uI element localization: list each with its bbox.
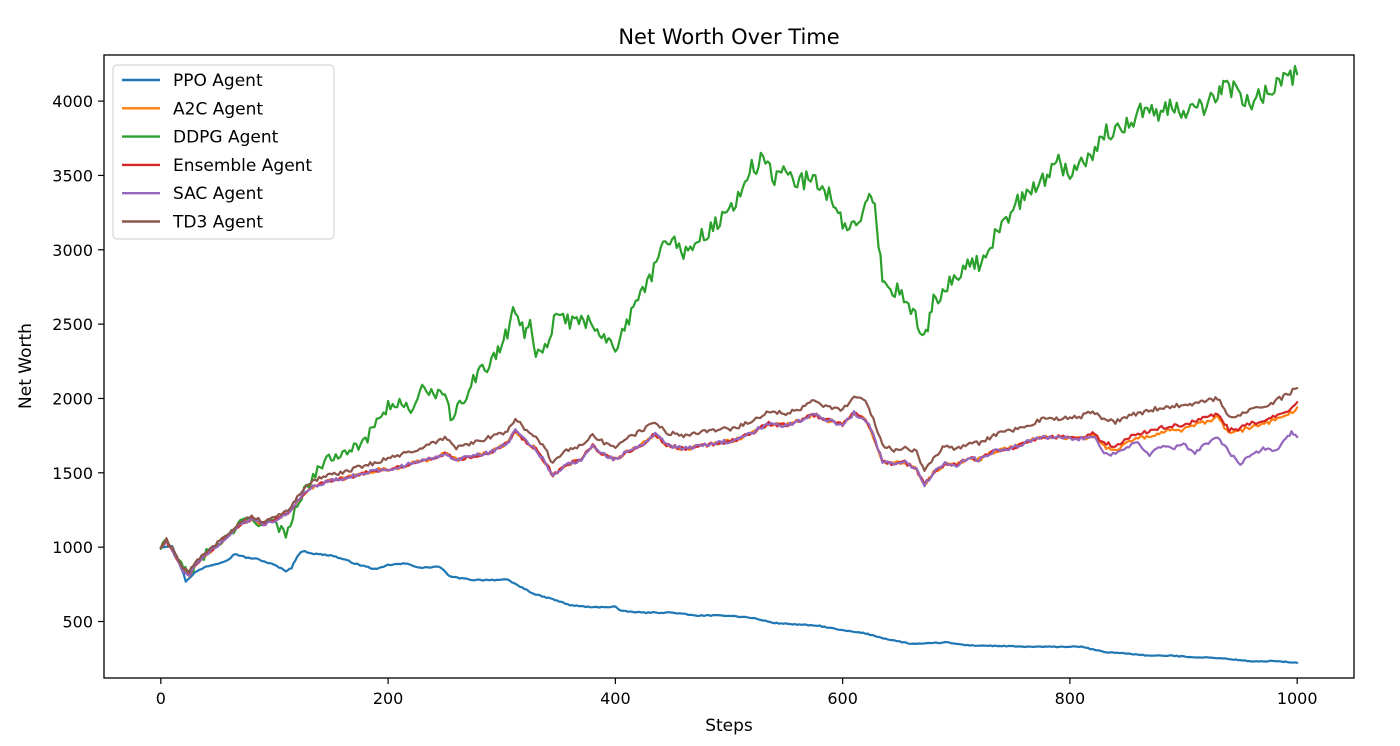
legend-box <box>112 64 335 240</box>
x-tick-label: 1000 <box>1277 689 1318 708</box>
legend-label-a2c-agent: A2C Agent <box>173 99 263 119</box>
y-tick-label: 4000 <box>52 92 93 111</box>
series-line-ppo-agent <box>159 545 1299 664</box>
y-axis: 500 1000 1500 2000 2500 3000 3500 4000 <box>52 92 104 631</box>
legend: PPO Agent A2C Agent DDPG Agent Ensemble Age… <box>112 64 335 240</box>
y-tick-label: 1500 <box>52 464 93 483</box>
plot-frame <box>103 54 1355 679</box>
y-tick-label: 500 <box>62 612 93 631</box>
x-tick-label: 400 <box>600 689 631 708</box>
legend-label-ensemble-agent: Ensemble Agent <box>173 156 312 176</box>
series-line-td3-agent <box>159 387 1299 574</box>
x-axis-label: Steps <box>705 716 753 736</box>
y-tick-label: 1000 <box>52 538 93 557</box>
x-tick-label: 200 <box>373 689 404 708</box>
chart-title: Net Worth Over Time <box>618 25 839 49</box>
x-tick-label: 800 <box>1055 689 1086 708</box>
series-line-ddpg-agent <box>159 64 1299 576</box>
series-line-sac-agent <box>159 410 1299 577</box>
legend-label-sac-agent: SAC Agent <box>173 184 263 204</box>
series-layer <box>159 64 1299 664</box>
x-tick-label: 0 <box>156 689 166 708</box>
legend-label-td3-agent: TD3 Agent <box>172 213 263 233</box>
legend-label-ddpg-agent: DDPG Agent <box>173 128 279 148</box>
series-line-a2c-agent <box>159 406 1299 578</box>
y-tick-label: 2500 <box>52 315 93 334</box>
y-tick-label: 2000 <box>52 389 93 408</box>
x-tick-label: 600 <box>827 689 858 708</box>
y-tick-label: 3000 <box>52 241 93 260</box>
x-axis: 0 200 400 600 800 1000 <box>156 678 1318 708</box>
y-tick-label: 3500 <box>52 166 93 185</box>
legend-label-ppo-agent: PPO Agent <box>173 71 263 91</box>
y-axis-label: Net Worth <box>16 323 36 409</box>
